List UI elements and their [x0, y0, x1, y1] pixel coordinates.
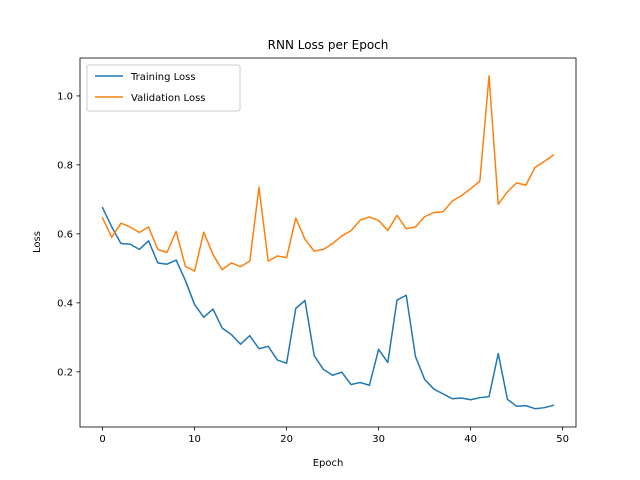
y-tick-label: 0.2 — [57, 367, 73, 378]
x-tick-label: 10 — [188, 434, 201, 445]
x-tick-label: 0 — [99, 434, 105, 445]
x-axis-ticks: 0 10 20 30 40 50 — [99, 427, 569, 445]
legend: Training Loss Validation Loss — [86, 64, 241, 112]
chart-title: RNN Loss per Epoch — [268, 38, 389, 52]
x-tick-label: 40 — [464, 434, 477, 445]
y-axis-ticks: 0.2 0.4 0.6 0.8 1.0 — [57, 91, 80, 378]
y-tick-label: 1.0 — [57, 91, 73, 102]
y-tick-label: 0.4 — [57, 298, 73, 309]
x-tick-label: 30 — [372, 434, 385, 445]
legend-label-training-loss: Training Loss — [130, 72, 196, 83]
legend-label-validation-loss: Validation Loss — [131, 93, 206, 104]
x-tick-label: 50 — [556, 434, 569, 445]
series-line-training-loss — [101, 206, 555, 410]
series-line-validation-loss — [101, 75, 555, 272]
y-tick-label: 0.6 — [57, 229, 73, 240]
series-lines — [101, 75, 555, 410]
x-tick-label: 20 — [280, 434, 293, 445]
legend-box — [86, 64, 241, 112]
y-axis-label: Loss — [32, 231, 43, 253]
plot-area-frame — [79, 57, 577, 428]
x-axis-label: Epoch — [313, 458, 344, 469]
y-tick-label: 0.8 — [57, 160, 73, 171]
